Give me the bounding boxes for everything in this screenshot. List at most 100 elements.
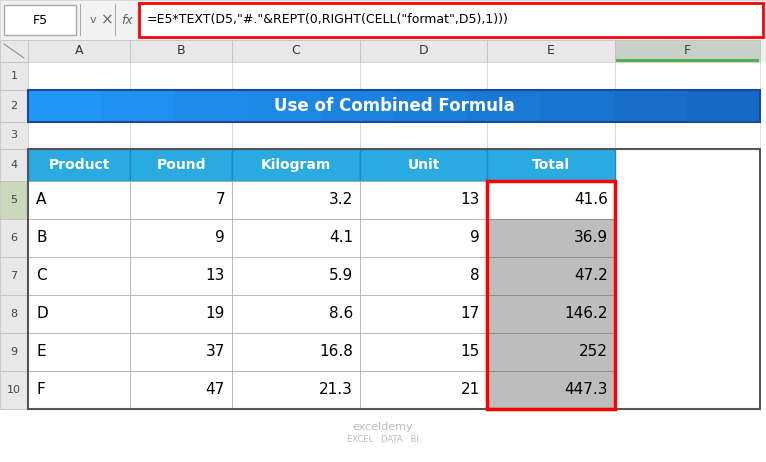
- Text: 8: 8: [11, 309, 18, 319]
- Bar: [0, 62, 28, 90]
- Text: 5.9: 5.9: [329, 268, 353, 284]
- Bar: [321, 90, 395, 122]
- Bar: [0, 90, 28, 122]
- Text: 17: 17: [461, 306, 480, 322]
- Text: 19: 19: [205, 306, 225, 322]
- Text: B: B: [177, 44, 185, 57]
- Text: F5: F5: [32, 13, 47, 26]
- Bar: [0, 149, 28, 181]
- Bar: [467, 90, 542, 122]
- Bar: [360, 122, 487, 149]
- Text: 7: 7: [11, 271, 18, 281]
- Bar: [130, 181, 232, 219]
- Text: 447.3: 447.3: [565, 383, 608, 397]
- Text: A: A: [36, 193, 47, 207]
- Bar: [487, 181, 615, 409]
- Bar: [0, 122, 28, 149]
- Bar: [28, 181, 130, 219]
- Text: 3: 3: [11, 130, 18, 140]
- Bar: [28, 90, 760, 122]
- Bar: [139, 3, 763, 37]
- Text: D: D: [36, 306, 47, 322]
- Text: 7: 7: [215, 193, 225, 207]
- Bar: [28, 333, 130, 371]
- Bar: [615, 122, 760, 149]
- Bar: [130, 122, 232, 149]
- Bar: [487, 122, 615, 149]
- Bar: [360, 181, 487, 219]
- Text: v: v: [90, 15, 97, 25]
- Bar: [394, 90, 468, 122]
- Bar: [232, 149, 360, 181]
- Bar: [687, 90, 761, 122]
- Text: 5: 5: [11, 195, 18, 205]
- Text: 252: 252: [579, 345, 608, 359]
- Bar: [232, 371, 360, 409]
- Text: 10: 10: [7, 385, 21, 395]
- Text: D: D: [419, 44, 428, 57]
- Text: Unit: Unit: [408, 158, 440, 172]
- Bar: [232, 333, 360, 371]
- Bar: [130, 371, 232, 409]
- Text: Pound: Pound: [156, 158, 206, 172]
- Bar: [232, 62, 360, 90]
- Bar: [487, 149, 615, 181]
- Bar: [130, 149, 232, 181]
- Bar: [360, 333, 487, 371]
- Bar: [0, 295, 28, 333]
- Bar: [0, 219, 28, 257]
- Bar: [232, 122, 360, 149]
- Bar: [28, 149, 760, 409]
- Bar: [487, 181, 615, 219]
- Bar: [614, 90, 688, 122]
- Text: 13: 13: [460, 193, 480, 207]
- Bar: [360, 371, 487, 409]
- Text: E: E: [547, 44, 555, 57]
- Bar: [487, 219, 615, 257]
- Text: 9: 9: [215, 231, 225, 245]
- Text: exceldemy: exceldemy: [352, 422, 414, 432]
- Bar: [0, 371, 28, 409]
- Text: 47: 47: [206, 383, 225, 397]
- Bar: [28, 219, 130, 257]
- Bar: [232, 219, 360, 257]
- Text: 15: 15: [461, 345, 480, 359]
- Bar: [28, 62, 130, 90]
- Bar: [0, 40, 28, 62]
- Bar: [0, 40, 766, 62]
- Text: 36.9: 36.9: [574, 231, 608, 245]
- Bar: [360, 40, 487, 62]
- Text: E: E: [36, 345, 46, 359]
- Text: =E5*TEXT(D5,"#."&REPT(0,RIGHT(CELL("format",D5),1))): =E5*TEXT(D5,"#."&REPT(0,RIGHT(CELL("form…: [147, 13, 509, 26]
- Bar: [130, 333, 232, 371]
- Bar: [130, 257, 232, 295]
- Text: 9: 9: [470, 231, 480, 245]
- Bar: [487, 333, 615, 371]
- Bar: [232, 295, 360, 333]
- Bar: [615, 62, 760, 90]
- Bar: [232, 181, 360, 219]
- Bar: [487, 257, 615, 295]
- Text: 3.2: 3.2: [329, 193, 353, 207]
- Bar: [616, 59, 759, 62]
- Bar: [28, 122, 130, 149]
- Text: B: B: [36, 231, 47, 245]
- Bar: [540, 90, 614, 122]
- Text: F: F: [36, 383, 44, 397]
- Text: 21: 21: [461, 383, 480, 397]
- Text: F: F: [684, 44, 691, 57]
- Text: ×: ×: [100, 12, 113, 28]
- Bar: [360, 219, 487, 257]
- Bar: [101, 90, 175, 122]
- Text: 9: 9: [11, 347, 18, 357]
- Bar: [247, 90, 322, 122]
- Text: 16.8: 16.8: [319, 345, 353, 359]
- Text: 4.1: 4.1: [329, 231, 353, 245]
- Bar: [28, 90, 102, 122]
- Bar: [0, 333, 28, 371]
- Text: 37: 37: [205, 345, 225, 359]
- Bar: [487, 371, 615, 409]
- Bar: [80, 4, 81, 36]
- Text: Total: Total: [532, 158, 570, 172]
- Text: Kilogram: Kilogram: [261, 158, 331, 172]
